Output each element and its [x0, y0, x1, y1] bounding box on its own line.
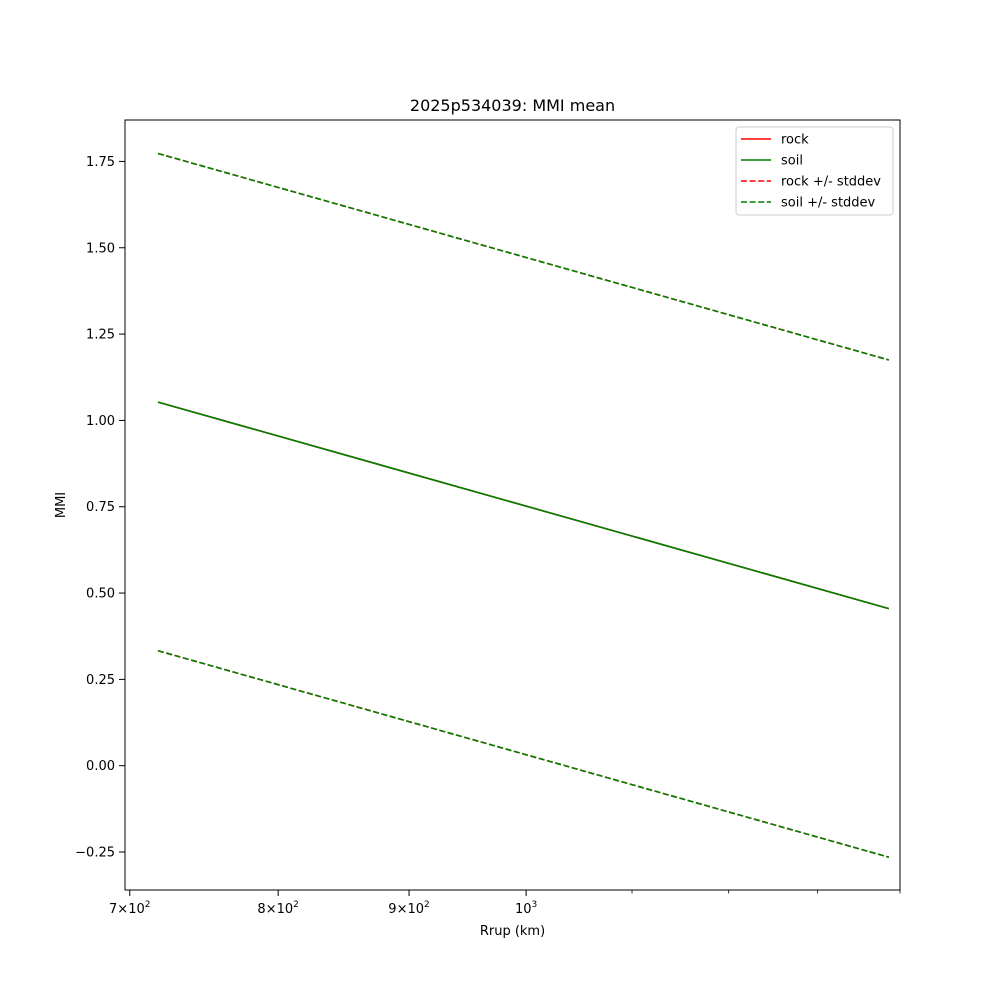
y-tick-label-8: 1.75	[86, 155, 115, 170]
series-layer	[157, 152, 890, 858]
y-tick-label-4: 0.75	[86, 500, 115, 515]
y-tick-label-2: 0.25	[86, 673, 115, 688]
legend-items: rock soil rock +/- stddev soil +/- stddev	[741, 133, 881, 211]
y-tick-label-0: −0.25	[75, 846, 115, 861]
y-tick-label-1: 0.00	[86, 759, 115, 774]
chart-title: 2025p534039: MMI mean	[410, 96, 615, 115]
series-line-4	[157, 152, 890, 361]
legend-frame	[735, 126, 894, 216]
legend: rock soil rock +/- stddev soil +/- stddev	[735, 126, 894, 216]
y-tick-label-6: 1.25	[86, 328, 115, 343]
x-tick-label-1: 8×102	[257, 900, 298, 917]
legend-label-3: soil +/- stddev	[781, 196, 876, 211]
x-tick-label-3: 103	[515, 900, 537, 917]
x-tick-label-2: 9×102	[388, 900, 429, 917]
y-axis-ticks: −0.25 0.00 0.25 0.50 0.75 1.00 1.25 1.50 1.75	[75, 155, 125, 861]
y-axis-label: MMI	[54, 492, 69, 518]
series-line-1	[157, 401, 890, 610]
y-tick-label-7: 1.50	[86, 241, 115, 256]
legend-label-0: rock	[781, 133, 809, 148]
legend-label-1: soil	[781, 154, 803, 169]
x-axis-label: Rrup (km)	[480, 924, 545, 939]
y-tick-label-5: 1.00	[86, 414, 115, 429]
series-line-5	[157, 649, 890, 858]
x-axis-ticks: 7×102 8×102 9×102 103	[109, 890, 901, 917]
legend-label-2: rock +/- stddev	[781, 175, 881, 190]
plot-frame	[124, 119, 901, 891]
y-tick-label-3: 0.50	[86, 587, 115, 602]
x-tick-label-0: 7×102	[109, 900, 150, 917]
